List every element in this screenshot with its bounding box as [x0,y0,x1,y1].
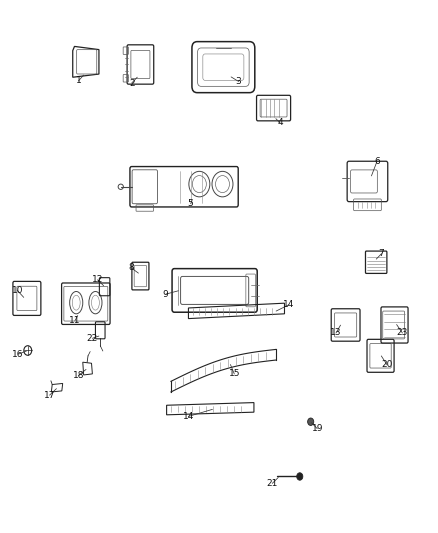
Text: 1: 1 [75,76,81,85]
Text: 8: 8 [128,263,134,272]
Text: 3: 3 [236,77,241,86]
Text: 10: 10 [11,286,23,295]
Text: 15: 15 [229,369,240,378]
Text: 4: 4 [277,118,283,127]
Text: 17: 17 [44,391,55,400]
Text: 18: 18 [73,371,84,380]
Text: 16: 16 [12,350,24,359]
Circle shape [307,418,314,425]
Text: 13: 13 [330,328,342,337]
Text: 12: 12 [92,275,103,284]
Text: 19: 19 [311,424,323,433]
Text: 11: 11 [69,316,81,325]
Text: 22: 22 [87,334,98,343]
Text: 14: 14 [283,300,294,309]
Text: 14: 14 [183,412,194,421]
Text: 2: 2 [129,78,134,87]
Text: 21: 21 [267,479,278,488]
Circle shape [297,473,303,480]
Text: 5: 5 [188,199,194,208]
Text: 6: 6 [374,157,380,166]
Text: 7: 7 [378,249,384,259]
Text: 23: 23 [397,328,408,337]
Text: 9: 9 [163,289,169,298]
Text: 20: 20 [381,360,393,369]
